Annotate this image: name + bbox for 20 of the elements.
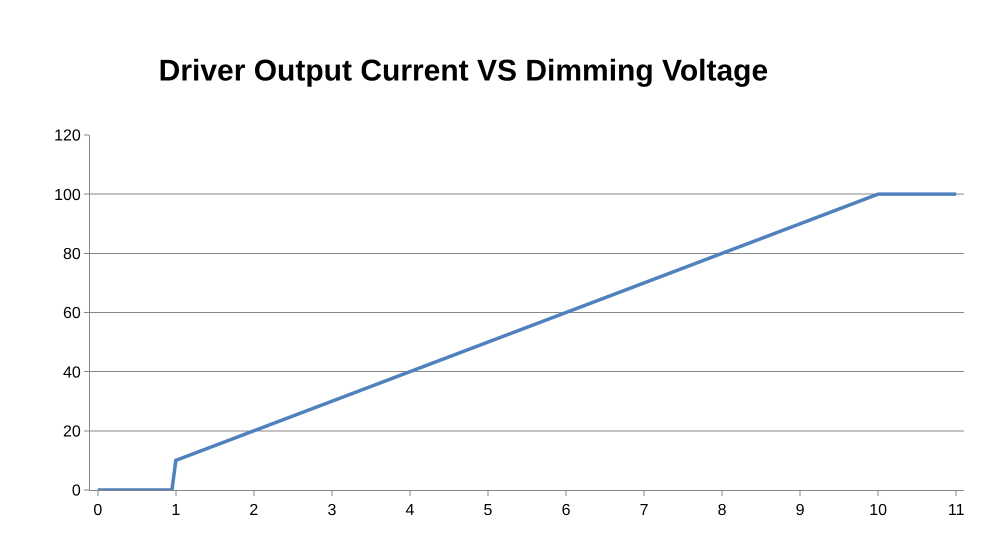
- y-tick-label: 60: [63, 305, 81, 322]
- x-tick-label: 8: [718, 502, 727, 520]
- y-tick-label: 80: [63, 246, 81, 263]
- x-tick-label: 5: [484, 502, 493, 520]
- x-tick-label: 0: [93, 502, 102, 520]
- y-tick-label: 40: [63, 364, 81, 382]
- y-tick-label: 100: [54, 186, 81, 204]
- x-tick-label: 4: [405, 502, 414, 520]
- x-tick-label: 10: [869, 502, 888, 520]
- x-tick-label: 7: [640, 502, 649, 520]
- y-tick-label: 120: [54, 128, 81, 145]
- y-tick-label: 20: [63, 423, 81, 440]
- x-tick-label: 1: [171, 502, 180, 520]
- x-tick-label: 6: [562, 502, 571, 520]
- x-tick-label: 3: [327, 502, 336, 520]
- x-tick-label: 9: [796, 502, 805, 520]
- x-tick-label: 11: [948, 502, 965, 520]
- chart-title: Driver Output Current VS Dimming Voltage: [158, 54, 768, 88]
- y-tick-label: 0: [72, 482, 81, 500]
- x-tick-label: 2: [249, 502, 258, 520]
